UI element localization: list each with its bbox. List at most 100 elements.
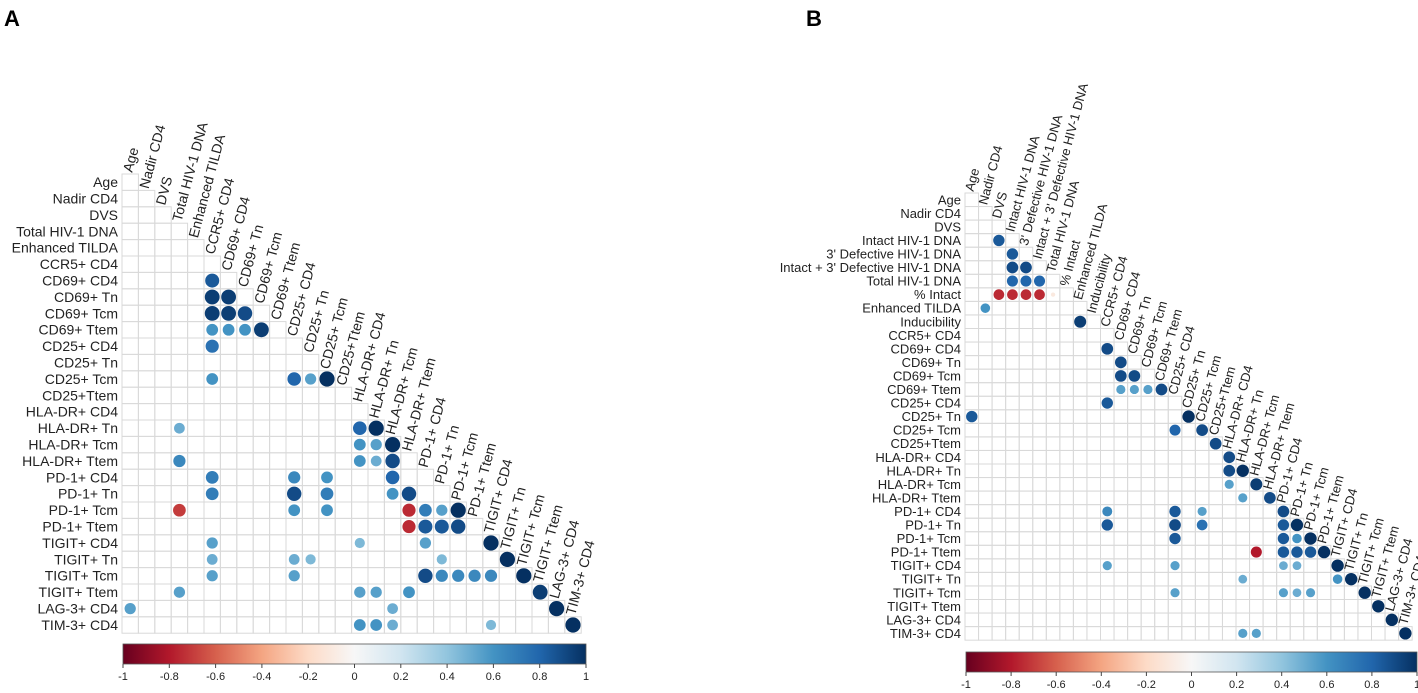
grid-cell bbox=[991, 341, 1007, 357]
grid-cell bbox=[334, 419, 353, 437]
grid-cell bbox=[1018, 571, 1034, 587]
panel-a-correlation-dot bbox=[206, 554, 218, 565]
panel-a-row-label-tigit-cd4: TIGIT+ CD4 bbox=[42, 535, 118, 551]
grid-cell bbox=[285, 616, 303, 634]
grid-cell bbox=[1072, 422, 1088, 438]
grid-cell bbox=[367, 599, 385, 618]
grid-cell bbox=[1059, 355, 1074, 370]
panel-b-correlation-dot bbox=[1290, 518, 1304, 532]
grid-cell bbox=[121, 271, 139, 290]
grid-cell bbox=[170, 370, 189, 388]
panel-b-correlation-dot bbox=[1006, 275, 1018, 287]
grid-cell bbox=[449, 583, 467, 601]
grid-cell bbox=[1140, 477, 1156, 492]
panel-b-correlation-dot bbox=[1129, 384, 1139, 395]
grid-cell bbox=[285, 517, 303, 536]
grid-cell bbox=[137, 353, 156, 372]
grid-cell bbox=[1086, 463, 1101, 479]
grid-cell bbox=[1059, 341, 1074, 357]
grid-cell bbox=[187, 501, 205, 519]
grid-cell bbox=[121, 255, 139, 273]
grid-cell bbox=[465, 599, 484, 618]
grid-cell bbox=[1100, 490, 1115, 506]
grid-cell bbox=[964, 341, 980, 357]
grid-cell bbox=[1235, 517, 1251, 533]
grid-cell bbox=[236, 468, 254, 487]
grid-cell bbox=[203, 616, 221, 634]
grid-cell bbox=[269, 370, 287, 388]
panel-a-correlation-dot bbox=[532, 584, 548, 600]
grid-cell bbox=[978, 599, 993, 614]
panel-b-row-label-cd25-tcm: CD25+ Tcm bbox=[893, 423, 961, 438]
grid-cell bbox=[137, 239, 156, 257]
panel-a-colorbar-tick-label: -0.8 bbox=[160, 671, 179, 683]
grid-cell bbox=[154, 583, 172, 601]
grid-cell bbox=[285, 353, 303, 372]
grid-cell bbox=[252, 550, 271, 569]
grid-cell bbox=[991, 368, 1007, 384]
panel-a-correlation-dot bbox=[370, 455, 382, 467]
panel-b-row-label-pd-1-tcm: PD-1+ Tcm bbox=[897, 531, 961, 546]
grid-cell bbox=[269, 386, 287, 405]
panel-b-colorbar-tick-label: -0.8 bbox=[1002, 679, 1021, 691]
grid-cell bbox=[978, 382, 993, 397]
grid-cell bbox=[121, 517, 139, 536]
grid-cell bbox=[1276, 612, 1291, 628]
panel-b-row-label-3-defective-hiv-1-dna: 3' Defective HIV-1 DNA bbox=[826, 247, 961, 262]
grid-cell bbox=[170, 337, 189, 355]
grid-cell bbox=[170, 567, 189, 585]
panel-a-correlation-dot bbox=[436, 554, 447, 565]
panel-a-row-label-cd69-cd4: CD69+ CD4 bbox=[42, 273, 118, 289]
grid-cell bbox=[137, 189, 156, 208]
panel-a-row-label-cd25-cd4: CD25+ CD4 bbox=[42, 338, 118, 354]
grid-cell bbox=[1086, 436, 1101, 451]
grid-cell bbox=[1343, 599, 1359, 614]
grid-cell bbox=[187, 386, 205, 405]
grid-cell bbox=[1221, 504, 1237, 519]
grid-cell bbox=[1032, 517, 1047, 533]
grid-cell bbox=[1194, 477, 1210, 492]
panel-a-correlation-dot bbox=[354, 537, 365, 549]
grid-cell bbox=[1045, 599, 1061, 614]
grid-cell bbox=[978, 355, 993, 370]
grid-cell bbox=[121, 173, 139, 191]
grid-cell bbox=[137, 386, 156, 405]
grid-cell bbox=[1140, 585, 1156, 601]
panel-b-correlation-dot bbox=[966, 410, 978, 423]
panel-a-colorbar-tick-label: -0.6 bbox=[206, 671, 225, 683]
grid-cell bbox=[1235, 585, 1251, 601]
grid-cell bbox=[219, 468, 238, 487]
grid-cell bbox=[1086, 571, 1101, 587]
grid-cell bbox=[1371, 626, 1386, 641]
grid-cell bbox=[203, 517, 221, 536]
grid-cell bbox=[1194, 626, 1210, 641]
grid-cell bbox=[1018, 409, 1034, 424]
panel-b-correlation-dot bbox=[1251, 628, 1261, 638]
panel-b-row-label-pd-1-cd4: PD-1+ CD4 bbox=[894, 504, 961, 519]
grid-cell bbox=[1140, 544, 1156, 560]
panel-b-correlation-dot bbox=[1250, 546, 1262, 558]
panel-b-correlation-dot bbox=[1332, 574, 1343, 584]
grid-cell bbox=[137, 288, 156, 306]
grid-cell bbox=[219, 567, 238, 585]
grid-cell bbox=[154, 337, 172, 355]
panel-a-correlation-dot bbox=[387, 603, 398, 614]
grid-cell bbox=[154, 255, 172, 273]
grid-cell bbox=[400, 616, 418, 634]
grid-cell bbox=[187, 534, 205, 552]
grid-cell bbox=[170, 321, 189, 339]
grid-cell bbox=[367, 501, 385, 519]
grid-cell bbox=[334, 435, 353, 454]
grid-cell bbox=[1167, 490, 1183, 506]
grid-cell bbox=[978, 571, 993, 587]
grid-cell bbox=[236, 599, 254, 618]
grid-cell bbox=[1032, 449, 1047, 465]
grid-cell bbox=[978, 233, 993, 248]
grid-cell bbox=[1018, 599, 1034, 614]
grid-cell bbox=[1045, 328, 1061, 343]
grid-cell bbox=[991, 395, 1007, 411]
panel-b-row-label-cd69-cd4: CD69+ CD4 bbox=[891, 341, 961, 356]
panel-a-correlation-dot bbox=[434, 519, 449, 534]
grid-cell bbox=[1086, 382, 1101, 397]
panel-b-row-label-total-hiv-1-dna: Total HIV-1 DNA bbox=[866, 274, 961, 289]
